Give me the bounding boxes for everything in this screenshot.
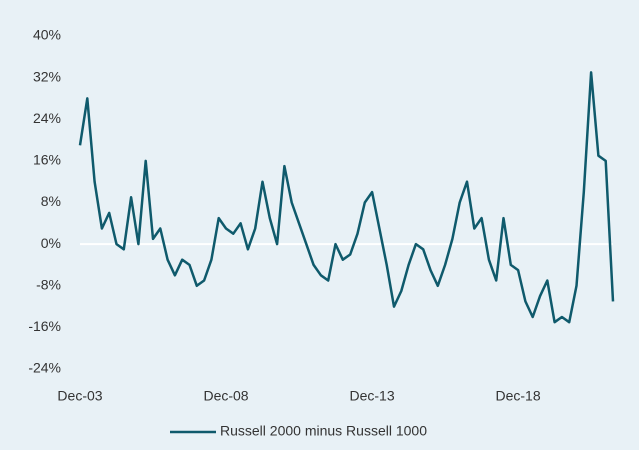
x-tick-label: Dec-03 [57,388,102,404]
y-tick-label: -16% [28,318,61,334]
y-tick-label: -24% [28,360,61,376]
y-tick-label: 32% [33,68,61,84]
line [78,71,615,324]
legend-label: Russell 2000 minus Russell 1000 [220,423,427,439]
y-tick-label: 16% [33,152,61,168]
x-tick-label: Dec-13 [349,388,394,404]
y-tick-label: 24% [33,110,61,126]
x-tick-label: Dec-08 [203,388,248,404]
y-tick-label: 40% [33,27,61,43]
x-tick-label: Dec-18 [496,388,541,404]
y-tick-label: 8% [41,193,61,209]
y-tick-label: -8% [36,276,61,292]
y-tick-label: 0% [41,235,61,251]
